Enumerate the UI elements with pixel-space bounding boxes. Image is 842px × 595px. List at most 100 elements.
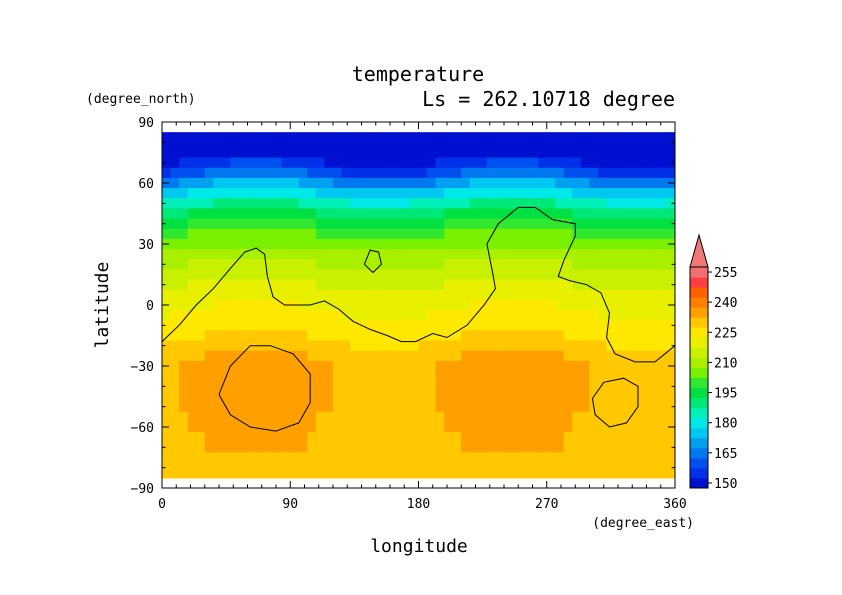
heatmap-cell — [187, 330, 197, 342]
heatmap-cell — [162, 371, 172, 382]
heatmap-cell — [196, 462, 206, 474]
heatmap-cell — [623, 137, 633, 149]
heatmap-cell — [486, 421, 497, 433]
heatmap-cell — [657, 218, 668, 230]
heatmap-cell — [615, 330, 625, 342]
heatmap-cell — [563, 137, 573, 149]
heatmap-cell — [196, 147, 206, 159]
heatmap-cell — [504, 218, 514, 230]
heatmap-cell — [333, 310, 343, 321]
heatmap-cell — [444, 421, 454, 433]
heatmap-cell — [444, 279, 454, 291]
heatmap-cell — [290, 269, 300, 281]
heatmap-cell — [555, 198, 565, 210]
heatmap-cell — [264, 218, 274, 230]
heatmap-cell — [469, 299, 479, 311]
heatmap-cell — [367, 340, 377, 352]
heatmap-cell — [538, 279, 548, 291]
heatmap-cell — [495, 167, 505, 179]
heatmap-cell — [213, 360, 223, 372]
heatmap-cell — [367, 218, 377, 230]
heatmap-cell — [204, 360, 214, 372]
heatmap-cell — [238, 208, 249, 220]
heatmap-cell — [324, 289, 334, 301]
heatmap-cell — [606, 167, 616, 179]
heatmap-cell — [247, 238, 257, 250]
heatmap-cell — [461, 269, 471, 281]
heatmap-cell — [580, 228, 591, 240]
heatmap-cell — [307, 157, 317, 169]
heatmap-cell — [623, 310, 633, 321]
heatmap-cell — [179, 208, 189, 220]
heatmap-cell — [606, 289, 616, 301]
heatmap-cell — [649, 167, 659, 179]
heatmap-cell — [162, 452, 172, 464]
heatmap-cell — [350, 411, 360, 423]
heatmap-cell — [162, 137, 172, 149]
heatmap-cell — [555, 340, 565, 352]
heatmap-cell — [401, 310, 411, 321]
heatmap-cell — [204, 289, 214, 301]
heatmap-cell — [384, 177, 394, 189]
heatmap-cell — [264, 350, 274, 362]
heatmap-cell — [563, 411, 573, 423]
heatmap-cell — [392, 218, 402, 230]
heatmap-cell — [247, 147, 257, 159]
colorbar-overflow-arrow — [689, 233, 709, 268]
heatmap-cell — [213, 442, 223, 454]
heatmap-cell — [461, 188, 471, 199]
heatmap-cell — [247, 198, 257, 210]
heatmap-cell — [521, 208, 531, 220]
heatmap-cell — [580, 177, 591, 189]
heatmap-cell — [401, 132, 411, 138]
heatmap-cell — [256, 137, 266, 149]
heatmap-cell — [162, 147, 172, 159]
heatmap-cell — [315, 299, 326, 311]
colorbar-swatch — [690, 327, 708, 338]
heatmap-cell — [555, 269, 565, 281]
heatmap-cell — [452, 462, 462, 474]
heatmap-cell — [170, 188, 180, 199]
heatmap-cell — [418, 167, 428, 179]
topography-contour — [591, 377, 639, 428]
heatmap-cell — [401, 289, 411, 301]
heatmap-cell — [615, 442, 625, 454]
heatmap-cell — [213, 177, 223, 189]
heatmap-cell — [341, 442, 351, 454]
heatmap-cell — [290, 360, 300, 372]
topography-contour — [218, 345, 311, 432]
heatmap-cell — [392, 401, 402, 413]
heatmap-cell — [640, 218, 650, 230]
heatmap-cell — [290, 132, 300, 138]
heatmap-cell — [204, 218, 214, 230]
heatmap-cell — [401, 462, 411, 474]
heatmap-cell — [615, 432, 625, 443]
heatmap-cell — [486, 132, 497, 138]
heatmap-cell — [281, 249, 291, 260]
heatmap-cell — [589, 238, 599, 250]
heatmap-cell — [640, 228, 650, 240]
heatmap-cell — [367, 330, 377, 342]
heatmap-cell — [367, 198, 377, 210]
heatmap-cell — [375, 269, 385, 281]
heatmap-cell — [256, 360, 266, 372]
heatmap-cell — [384, 360, 394, 372]
heatmap-cell — [572, 371, 582, 382]
heatmap-cell — [623, 320, 633, 332]
heatmap-cell — [427, 391, 437, 403]
heatmap-cell — [162, 350, 172, 362]
chart-title: temperature — [352, 62, 484, 86]
heatmap-cell — [315, 188, 326, 199]
heatmap-cell — [478, 228, 488, 240]
heatmap-cell — [529, 188, 539, 199]
heatmap-cell — [273, 228, 283, 240]
heatmap-cell — [264, 132, 274, 138]
heatmap-cell — [350, 391, 360, 403]
heatmap-cell — [298, 137, 308, 149]
heatmap-cell — [409, 330, 420, 342]
heatmap-cell — [315, 330, 326, 342]
heatmap-cell — [427, 157, 437, 169]
heatmap-cell — [529, 147, 539, 159]
heatmap-cell — [162, 279, 172, 291]
heatmap-cell — [367, 137, 377, 149]
